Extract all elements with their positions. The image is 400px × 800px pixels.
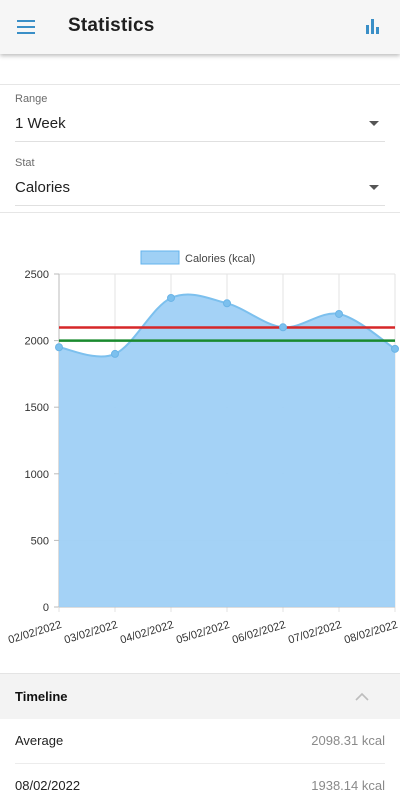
chevron-up-icon — [355, 692, 369, 701]
bar-chart-icon — [366, 19, 379, 34]
caret-down-icon — [369, 185, 379, 190]
chart-legend: Calories (kcal) — [140, 250, 255, 265]
data-point — [279, 323, 287, 332]
x-tick-label: 05/02/2022 — [175, 619, 231, 647]
row-label: 08/02/2022 — [15, 778, 81, 793]
row-value: 1938.14 kcal — [311, 778, 385, 793]
y-tick-label: 2000 — [25, 336, 49, 348]
row-divider — [15, 763, 385, 764]
range-underline — [15, 141, 385, 142]
chart-canvas: Calories (kcal) 0 500 1000 1500 2000 2500 02/… — [7, 250, 399, 647]
x-tick-label: 06/02/2022 — [231, 619, 287, 647]
y-tick-label: 500 — [31, 535, 49, 547]
calories-chart: Calories (kcal) 0 500 1000 1500 2000 2500 02/… — [0, 240, 400, 650]
stat-underline — [15, 205, 385, 206]
divider — [0, 212, 400, 213]
stat-label: Stat — [15, 157, 35, 169]
timeline-title: Timeline — [15, 689, 68, 704]
legend-label: Calories (kcal) — [185, 253, 255, 265]
timeline-row: 08/02/2022 1938.14 kcal — [0, 764, 400, 800]
timeline-row: Average 2098.31 kcal — [0, 719, 400, 764]
data-point — [223, 299, 231, 308]
y-tick-label: 1500 — [25, 402, 49, 414]
data-point — [335, 309, 343, 318]
statistics-button[interactable] — [358, 12, 388, 42]
x-tick-label: 03/02/2022 — [63, 619, 119, 647]
range-label: Range — [15, 93, 48, 105]
stat-value: Calories — [15, 179, 71, 196]
x-tick-label: 08/02/2022 — [343, 619, 399, 647]
timeline-header[interactable]: Timeline — [0, 673, 400, 719]
caret-down-icon — [369, 121, 379, 126]
data-point — [111, 349, 119, 358]
x-tick-label: 02/02/2022 — [7, 619, 63, 647]
divider — [0, 84, 400, 85]
legend-swatch — [140, 250, 180, 265]
range-value: 1 Week — [15, 115, 66, 132]
row-label: Average — [15, 733, 64, 748]
data-point — [391, 344, 399, 353]
app-bar: Statistics — [0, 0, 400, 54]
y-tick-label: 2500 — [25, 269, 49, 281]
row-value: 2098.31 kcal — [311, 733, 385, 748]
menu-icon — [17, 20, 35, 34]
range-select[interactable]: Range 1 Week — [15, 93, 385, 151]
x-tick-label: 04/02/2022 — [119, 619, 175, 647]
page-title: Statistics — [68, 15, 155, 36]
data-point — [167, 293, 175, 302]
calories-area — [59, 294, 395, 607]
stat-select[interactable]: Stat Calories — [15, 157, 385, 215]
menu-button[interactable] — [10, 10, 44, 44]
y-tick-label: 1000 — [25, 469, 49, 481]
data-point — [55, 343, 63, 352]
x-tick-label: 07/02/2022 — [287, 619, 343, 647]
y-tick-label: 0 — [43, 602, 49, 614]
